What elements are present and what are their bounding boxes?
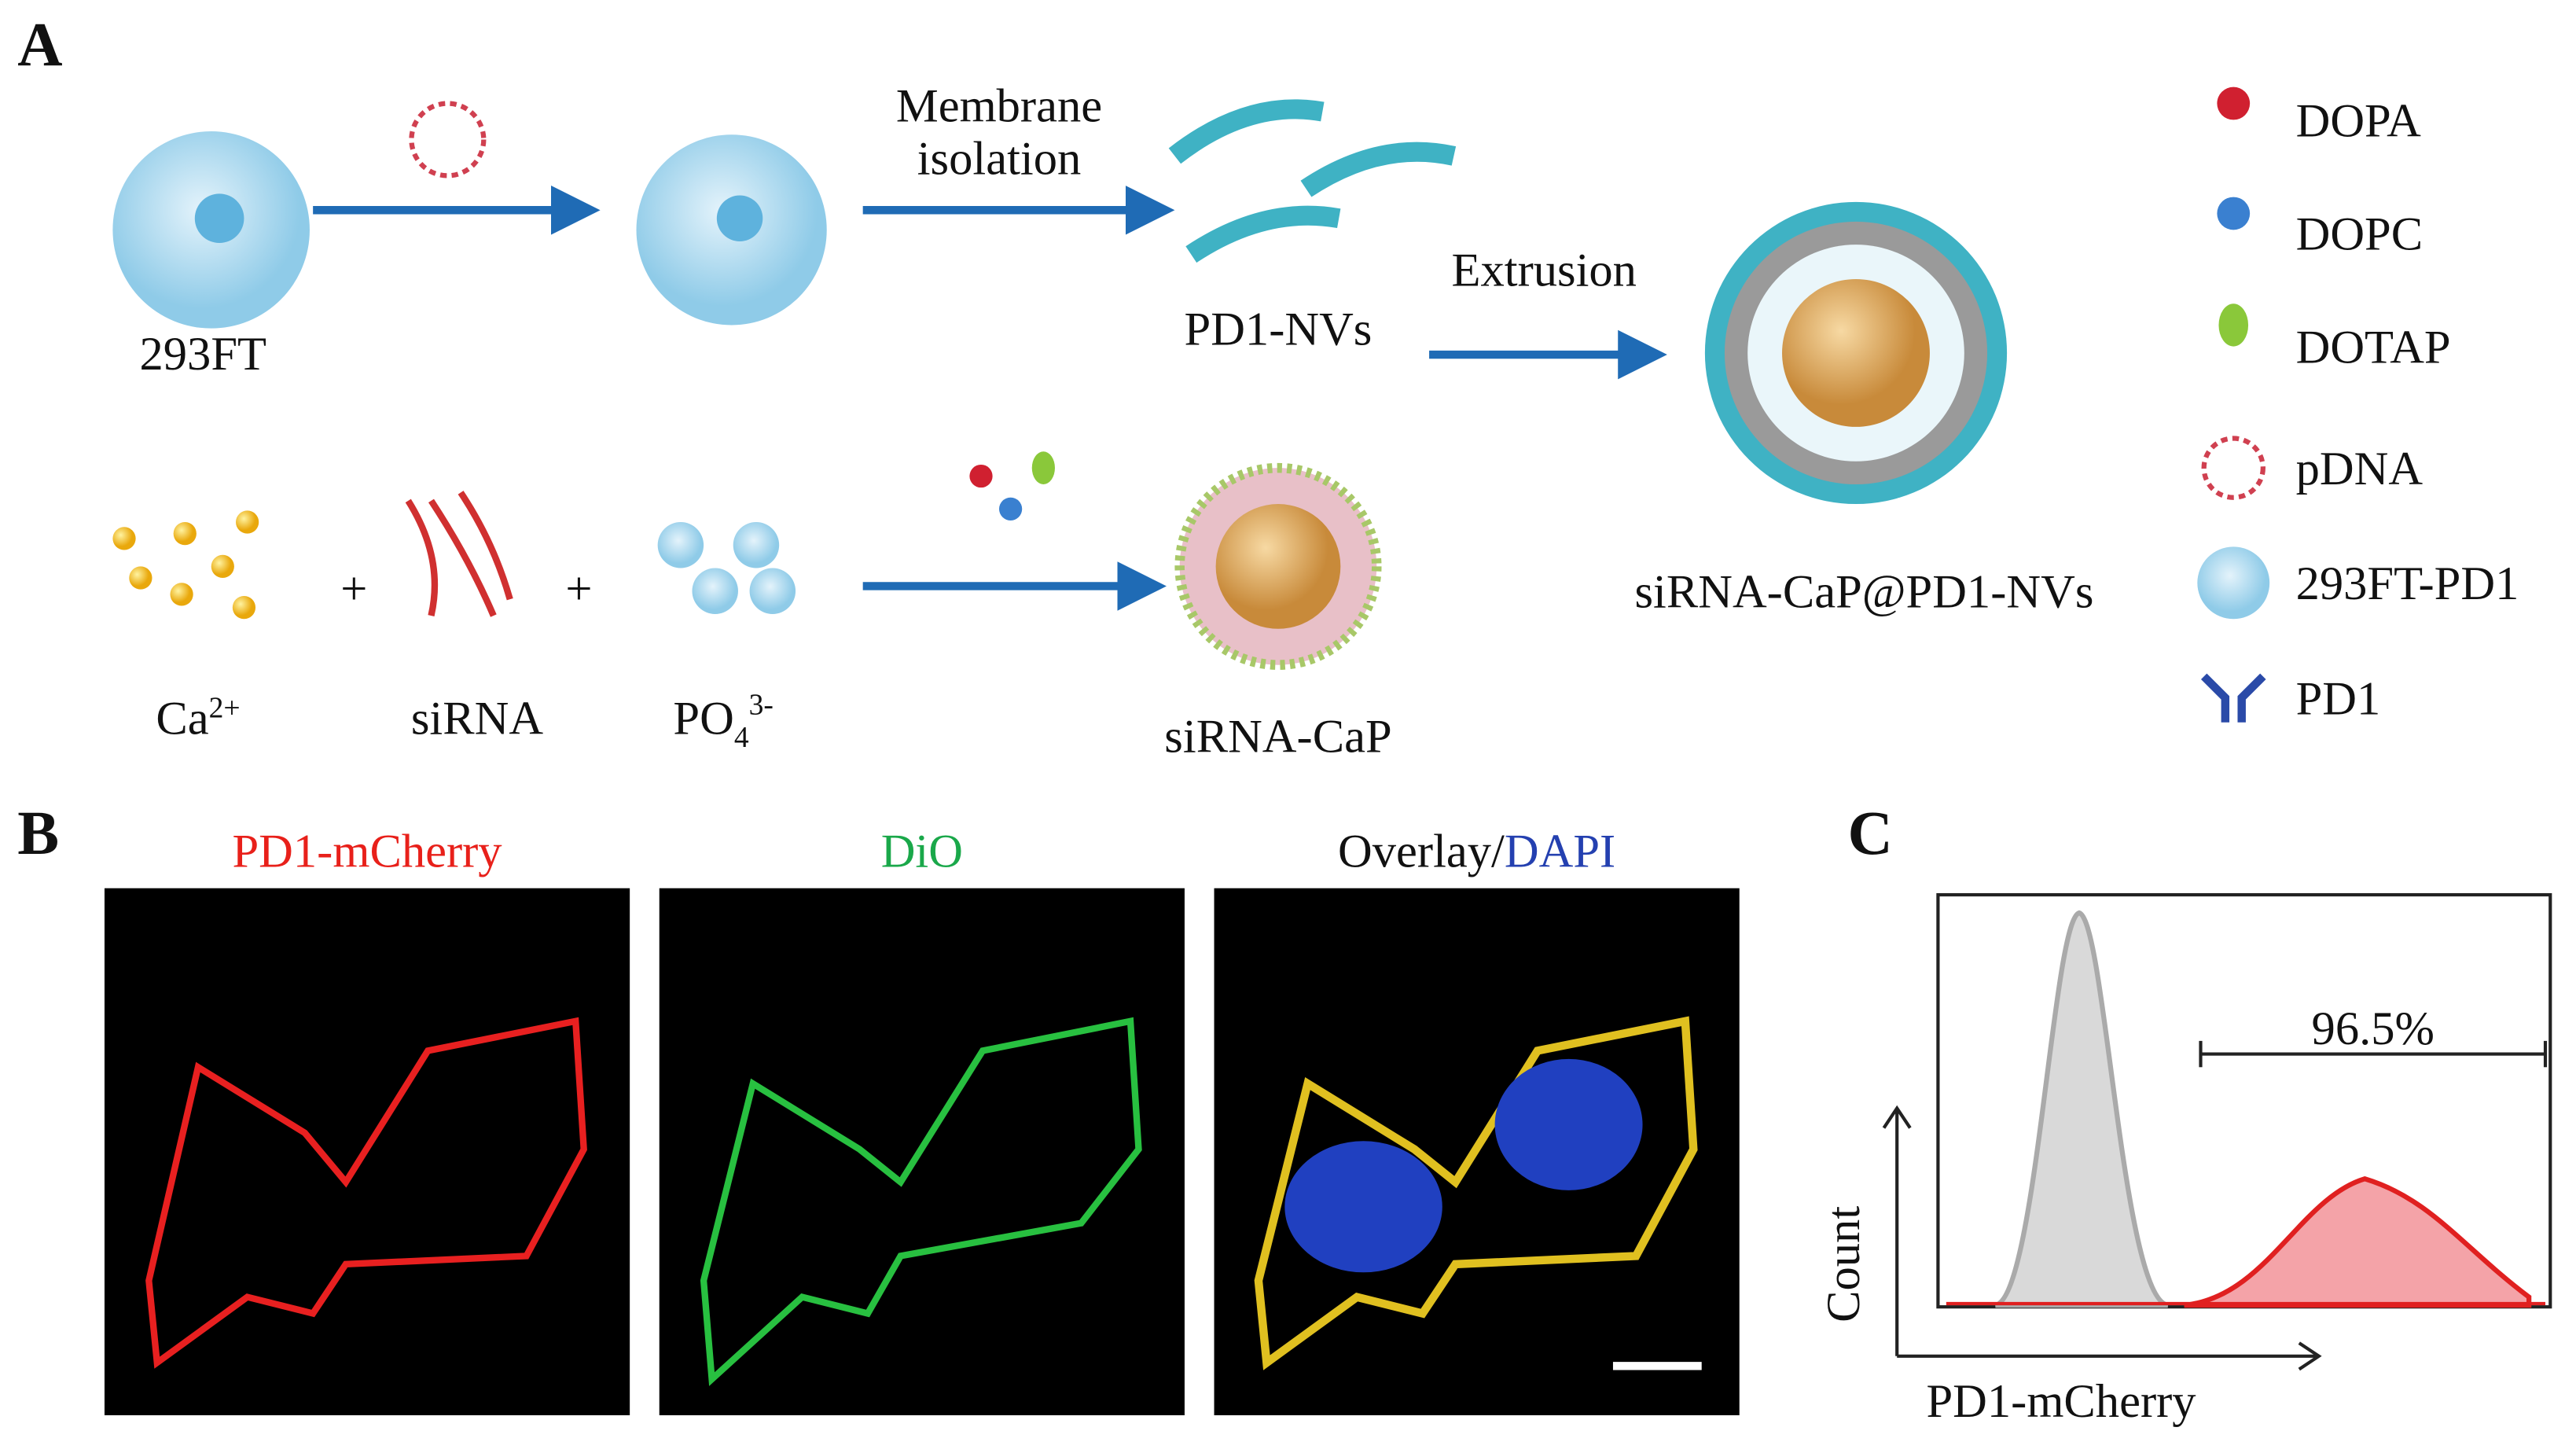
pdna [409, 101, 487, 178]
sirna-label: siRNA [411, 692, 543, 745]
legend-label: DOPC [2296, 208, 2423, 260]
ion-label: PO43- [673, 689, 774, 754]
nucleus [194, 193, 244, 244]
product-label: 293FT [140, 328, 266, 381]
nucleus [1494, 1058, 1643, 1190]
product-label: siRNA-CaP@PD1-NVs [1634, 566, 2093, 619]
legend-label: DOPA [2296, 94, 2422, 147]
cap-core [1215, 504, 1341, 629]
legend-label: pDNA [2296, 443, 2423, 495]
legend-icon [2201, 436, 2265, 500]
legend-icon [2218, 303, 2249, 347]
step-label: Extrusion [1452, 244, 1637, 296]
legend-label: DOTAP [2296, 321, 2451, 373]
phosphate-ions [657, 522, 796, 614]
lipid [1031, 451, 1055, 484]
sample-histogram [2184, 1176, 2532, 1308]
panel-label: B [17, 799, 59, 868]
gate-annotation: 96.5% [2312, 1002, 2435, 1055]
sirna [405, 491, 513, 617]
legend-label: PD1 [2296, 672, 2381, 725]
legend-label: 293FT-PD1 [2296, 557, 2519, 610]
membrane [1168, 99, 1457, 263]
product-label: PD1-NVs [1185, 303, 1373, 356]
legend-icon [2197, 546, 2270, 620]
ion-label: Ca2+ [156, 692, 240, 745]
axes [1882, 1105, 2322, 1371]
nucleus [1284, 1141, 1442, 1273]
calcium-ions [112, 510, 259, 620]
nucleus [716, 195, 763, 241]
panel-label: C [1848, 799, 1893, 868]
x-axis-label: PD1-mCherry [1926, 1375, 2196, 1428]
cell-outline [145, 1017, 587, 1369]
product-label: siRNA-CaP [1164, 710, 1391, 763]
control-histogram [1994, 910, 2170, 1308]
step-label: Membrane [896, 80, 1102, 133]
legend-icon [2217, 86, 2251, 120]
cap-core [1782, 278, 1930, 427]
step-label: isolation [917, 132, 1082, 185]
cell-outline [700, 1017, 1142, 1386]
y-axis-label: Count [1817, 1206, 1870, 1322]
lipid [998, 497, 1023, 521]
plus: + [565, 562, 592, 615]
legend: DOPA DOPC DOTAP pDNA 293FT-PD1 PD1 [2197, 86, 2519, 725]
plus: + [340, 562, 367, 615]
cell-outline [1254, 1016, 1698, 1370]
panel-label: A [17, 11, 62, 80]
legend-icon [2217, 197, 2251, 230]
image-title: Overlay/DAPI [1338, 826, 1615, 878]
lipid [969, 464, 993, 488]
image-title: DiO [881, 826, 963, 878]
image-title: PD1-mCherry [233, 826, 503, 878]
legend-icon [2200, 673, 2266, 723]
